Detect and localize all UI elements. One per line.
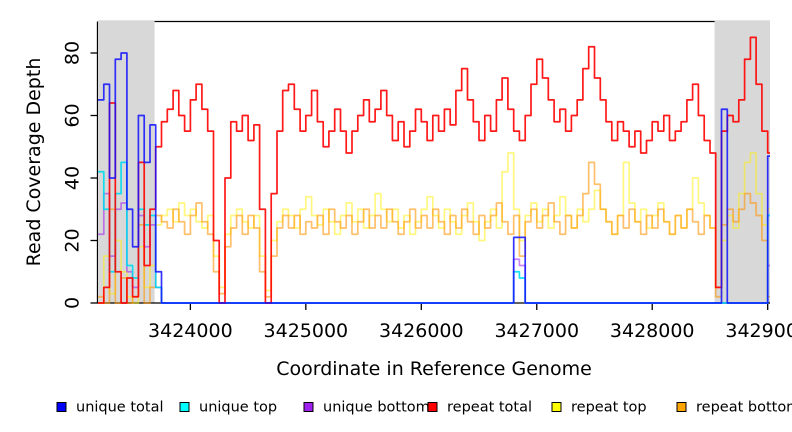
- y-tick-label: 40: [61, 166, 83, 190]
- legend-swatch-repeat-bottom: [676, 402, 687, 412]
- axes: 3424000 3425000 3426000 3427000 3428000 34290…: [61, 41, 792, 342]
- x-tick-label: 3425000: [264, 320, 349, 342]
- y-tick-label: 80: [61, 41, 83, 65]
- series-lines: [98, 36, 770, 304]
- legend-swatch-unique-total: [56, 402, 67, 412]
- highlight-region-2: [714, 20, 770, 304]
- x-tick-label: 3428000: [610, 320, 695, 342]
- legend-label-repeat-bottom: repeat bottom: [696, 400, 792, 416]
- x-axis-title: Coordinate in Reference Genome: [276, 358, 592, 380]
- legend: unique total unique top unique bottom repea…: [56, 400, 792, 416]
- legend-swatch-repeat-top: [551, 402, 562, 412]
- legend-item-unique-bottom: unique bottom: [303, 400, 430, 416]
- x-tick-label: 3424000: [148, 320, 233, 342]
- series-line-repeat-total: [98, 36, 770, 304]
- x-tick-label: 3426000: [379, 320, 464, 342]
- legend-swatch-repeat-total: [427, 402, 438, 412]
- legend-label-unique-top: unique top: [199, 400, 277, 416]
- y-tick-label: 60: [61, 103, 83, 127]
- legend-label-repeat-total: repeat total: [447, 400, 532, 416]
- legend-item-repeat-bottom: repeat bottom: [676, 400, 792, 416]
- legend-swatch-unique-bottom: [303, 402, 314, 412]
- legend-label-unique-total: unique total: [76, 400, 164, 416]
- x-tick-label: 3427000: [494, 320, 579, 342]
- series-line-unique-total: [98, 52, 770, 304]
- legend-swatch-unique-top: [179, 402, 190, 412]
- y-tick-label: 20: [61, 228, 83, 252]
- plot-frame: [96, 20, 770, 303]
- highlight-regions: [98, 20, 770, 304]
- series-line-repeat-bottom: [98, 161, 770, 304]
- y-tick-label: 0: [61, 297, 83, 309]
- series-line-repeat-top: [98, 152, 770, 304]
- legend-label-repeat-top: repeat top: [571, 400, 647, 416]
- legend-label-unique-bottom: unique bottom: [323, 400, 430, 416]
- legend-item-unique-top: unique top: [179, 400, 277, 416]
- legend-item-repeat-top: repeat top: [551, 400, 647, 416]
- legend-item-repeat-total: repeat total: [427, 400, 532, 416]
- legend-item-unique-total: unique total: [56, 400, 164, 416]
- y-axis-title: Read Coverage Depth: [23, 58, 45, 267]
